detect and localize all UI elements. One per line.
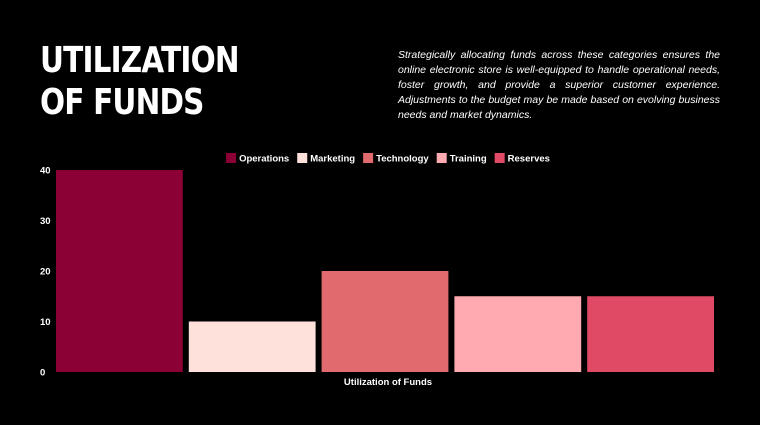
legend-swatch <box>494 153 505 163</box>
legend-swatch <box>363 153 374 163</box>
legend-swatch <box>436 153 447 163</box>
y-tick-label: 20 <box>40 267 51 278</box>
legend-item-operations: Operations <box>226 153 289 165</box>
y-tick-label: 30 <box>40 216 51 227</box>
x-axis-label: Utilization of Funds <box>344 377 432 388</box>
legend-swatch <box>226 153 237 163</box>
page-title: UTILIZATION OF FUNDS <box>40 40 240 123</box>
legend-swatch <box>297 153 308 163</box>
y-tick-label: 0 <box>40 368 45 379</box>
legend-item-reserves: Reserves <box>494 153 550 165</box>
legend-item-technology: Technology <box>363 153 429 165</box>
bar-training <box>454 296 582 372</box>
legend-label: Operations <box>239 154 289 165</box>
y-tick-label: 40 <box>40 166 51 177</box>
legend-label: Reserves <box>508 154 550 165</box>
description-text: Strategically allocating funds across th… <box>398 49 720 121</box>
legend-item-training: Training <box>436 153 487 165</box>
y-axis: 0 10 20 30 40 <box>40 166 51 379</box>
legend-label: Marketing <box>310 154 355 165</box>
legend-label: Training <box>450 154 487 165</box>
bar-reserves <box>587 296 714 372</box>
bar-marketing <box>188 321 316 372</box>
bar-technology <box>321 271 449 372</box>
chart-legend: Operations Marketing Technology Training Res… <box>226 153 550 165</box>
legend-label: Technology <box>376 154 429 165</box>
y-tick-label: 10 <box>40 317 51 328</box>
bars <box>56 170 714 372</box>
legend-item-marketing: Marketing <box>297 153 355 165</box>
bar-operations <box>56 170 183 372</box>
